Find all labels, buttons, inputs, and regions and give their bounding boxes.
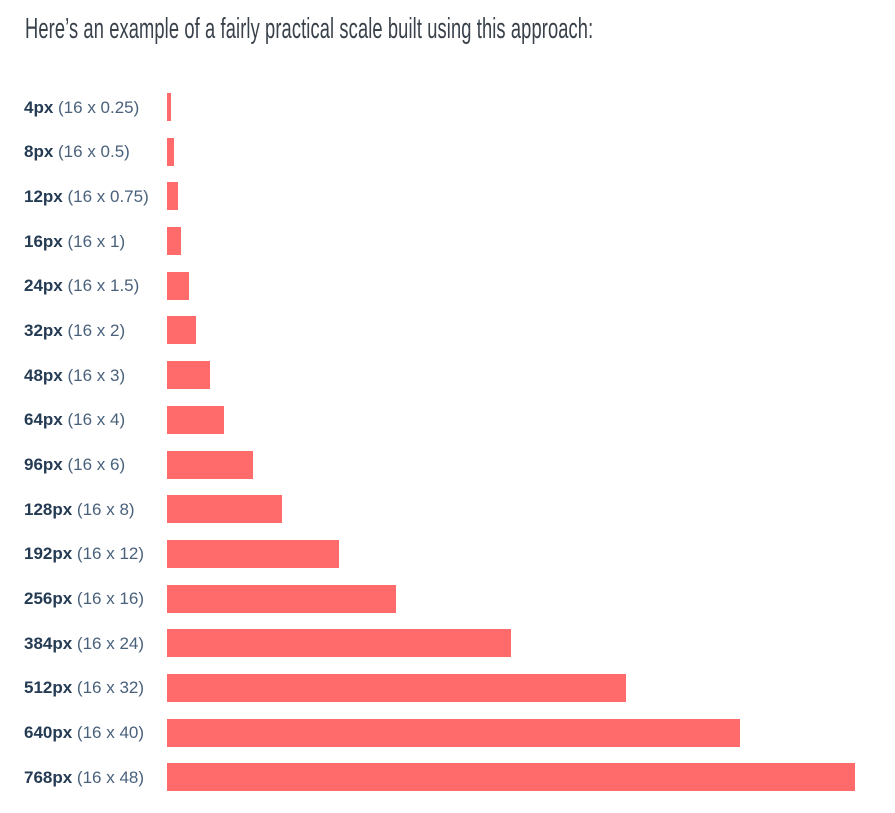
row-label: 640px (16 x 40) (24, 724, 167, 741)
row-label-size: 512px (24, 678, 73, 698)
row-label: 4px (16 x 0.25) (24, 99, 167, 116)
scale-row: 128px (16 x 8) (24, 495, 855, 524)
row-label-size: 768px (24, 767, 73, 787)
row-label: 192px (16 x 12) (24, 545, 167, 562)
row-label-size: 32px (24, 320, 63, 340)
scale-bar (167, 539, 339, 568)
row-label: 768px (16 x 48) (24, 769, 167, 786)
row-label-formula: (16 x 0.75) (62, 186, 149, 206)
scale-bar (167, 629, 511, 658)
row-label-size: 24px (24, 276, 63, 296)
row-label-formula: (16 x 48) (72, 767, 145, 787)
row-label: 16px (16 x 1) (24, 233, 167, 250)
row-label: 32px (16 x 2) (24, 322, 167, 339)
row-label-size: 256px (24, 589, 73, 609)
scale-bar (167, 450, 253, 479)
scale-row: 24px (16 x 1.5) (24, 271, 855, 300)
scale-row: 16px (16 x 1) (24, 227, 855, 256)
row-label-formula: (16 x 1.5) (62, 276, 140, 296)
row-label: 96px (16 x 6) (24, 456, 167, 473)
row-label-formula: (16 x 32) (72, 678, 145, 698)
row-label-formula: (16 x 12) (72, 544, 145, 564)
scale-bar (167, 316, 196, 345)
row-label-size: 64px (24, 410, 63, 430)
row-label-size: 384px (24, 633, 73, 653)
scale-bar (167, 673, 626, 702)
scale-row: 12px (16 x 0.75) (24, 182, 855, 211)
row-label-formula: (16 x 0.25) (53, 97, 140, 117)
row-label: 48px (16 x 3) (24, 367, 167, 384)
row-label-size: 640px (24, 723, 73, 743)
scale-bar (167, 584, 397, 613)
row-label: 24px (16 x 1.5) (24, 277, 167, 294)
row-label-size: 128px (24, 499, 73, 519)
scale-bar (167, 405, 225, 434)
scale-row: 64px (16 x 4) (24, 405, 855, 434)
scale-bar (167, 361, 210, 390)
row-label-size: 12px (24, 186, 63, 206)
row-label: 64px (16 x 4) (24, 411, 167, 428)
scale-row: 640px (16 x 40) (24, 718, 855, 747)
row-label-size: 96px (24, 455, 63, 474)
row-label-size: 16px (24, 231, 63, 251)
scale-bar (167, 495, 282, 524)
row-label: 8px (16 x 0.5) (24, 143, 167, 160)
scale-bar (167, 718, 741, 747)
row-label-formula: (16 x 0.5) (53, 142, 130, 162)
scale-row: 256px (16 x 16) (24, 584, 855, 613)
row-label-formula: (16 x 8) (72, 499, 135, 519)
scale-row: 48px (16 x 3) (24, 361, 855, 390)
scale-row: 512px (16 x 32) (24, 673, 855, 702)
row-label: 128px (16 x 8) (24, 501, 167, 518)
row-label-size: 4px (24, 97, 54, 117)
row-label: 256px (16 x 16) (24, 590, 167, 607)
row-label-formula: (16 x 2) (62, 320, 126, 340)
row-label-formula: (16 x 3) (62, 365, 126, 385)
scale-row: 96px (16 x 6) (24, 450, 855, 479)
row-label-size: 8px (24, 142, 54, 162)
row-label-formula: (16 x 6) (62, 455, 126, 474)
row-label-formula: (16 x 16) (72, 589, 145, 609)
scale-bar (167, 137, 175, 166)
scale-bar (167, 93, 171, 121)
row-label: 384px (16 x 24) (24, 635, 167, 652)
row-label-formula: (16 x 24) (72, 633, 145, 653)
row-label-formula: (16 x 1) (62, 231, 126, 251)
row-label-size: 48px (24, 365, 63, 385)
scale-row: 384px (16 x 24) (24, 629, 855, 658)
page-title: Here’s an example of a fairly practical … (25, 13, 895, 46)
scale-bar (167, 227, 182, 256)
scale-row: 32px (16 x 2) (24, 316, 855, 345)
scale-row: 4px (16 x 0.25) (24, 93, 855, 121)
scale-row: 192px (16 x 12) (24, 539, 855, 568)
scale-bar (167, 271, 189, 300)
scale-row: 8px (16 x 0.5) (24, 137, 855, 166)
row-label: 12px (16 x 0.75) (24, 188, 167, 205)
bar-chart: 4px (16 x 0.25) 8px (16 x 0.5) 12px (16 … (24, 93, 855, 792)
row-label-formula: (16 x 4) (62, 410, 126, 430)
row-label-formula: (16 x 40) (72, 723, 145, 743)
scale-row: 768px (16 x 48) (24, 763, 855, 792)
page-title-text: Here’s an example of a fairly practical … (25, 13, 594, 45)
row-label-size: 192px (24, 544, 73, 564)
row-label: 512px (16 x 32) (24, 679, 167, 696)
scale-bar (167, 182, 178, 211)
scale-bar (167, 763, 855, 792)
